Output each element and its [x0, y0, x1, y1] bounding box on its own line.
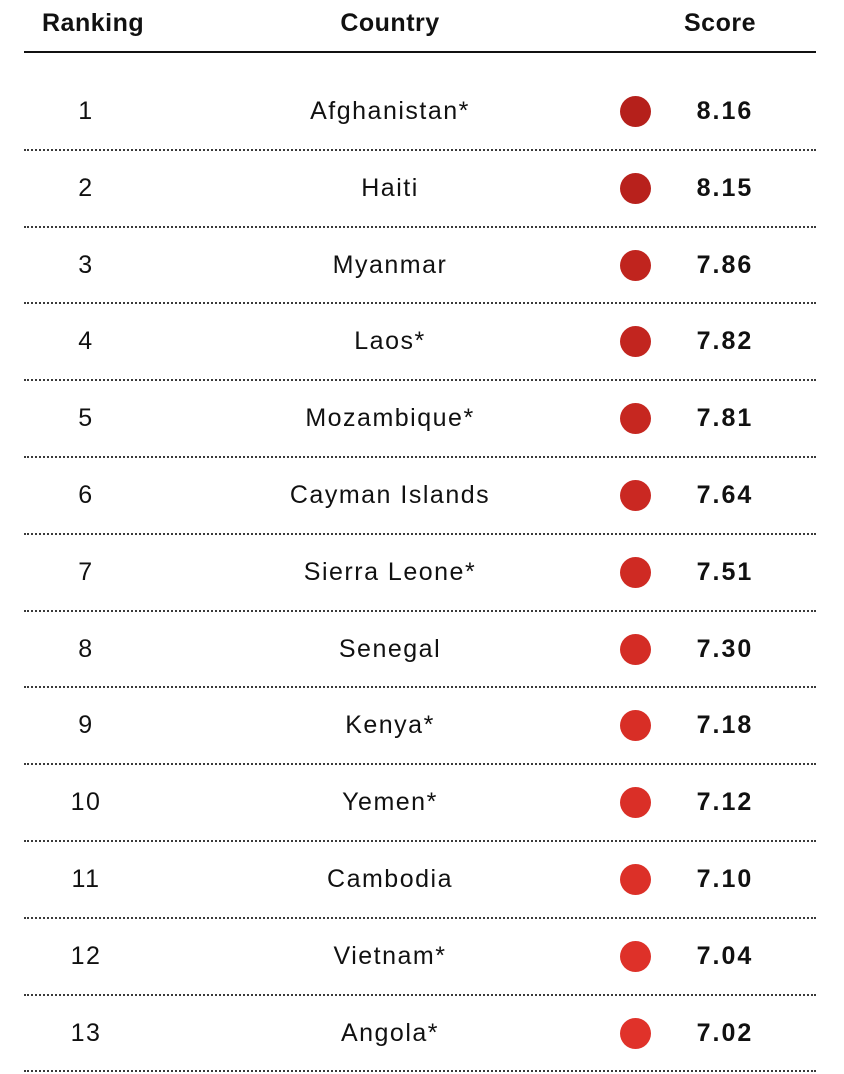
table-row: 8 Senegal 7.30: [0, 612, 844, 689]
country-cell: Vietnam*: [333, 941, 447, 970]
score-dot-icon: [620, 863, 651, 895]
table-row: 6 Cayman Islands 7.64: [0, 458, 844, 535]
table-row: 5 Mozambique* 7.81: [0, 381, 844, 458]
score-cell: 7.86: [696, 250, 754, 279]
ranking-cell: 11: [71, 864, 101, 893]
score-cell: 7.04: [696, 941, 754, 970]
ranking-cell: 3: [78, 250, 94, 279]
score-cell: 7.81: [696, 404, 754, 433]
country-cell: Haiti: [361, 173, 419, 202]
country-cell: Angola*: [340, 1018, 440, 1047]
score-column-header: Score: [684, 9, 756, 37]
score-dot-icon: [620, 403, 651, 435]
table-row: 10 Yemen* 7.12: [0, 765, 844, 842]
score-dot-icon: [620, 326, 651, 358]
ranking-column-header: Ranking: [42, 9, 145, 37]
table-row: 13 Angola* 7.02: [0, 996, 844, 1073]
score-cell: 7.30: [696, 634, 754, 663]
country-cell: Afghanistan*: [310, 97, 470, 125]
ranking-table-body: 1 Afghanistan* 8.16 2 Haiti 8.15 3 Myanmar 7.86 4…: [0, 74, 844, 1073]
score-cell: 7.12: [696, 788, 754, 817]
header-divider: [24, 51, 816, 53]
country-cell: Sierra Leone*: [303, 557, 477, 586]
country-cell: Myanmar: [332, 250, 448, 279]
ranking-cell: 6: [78, 480, 94, 509]
country-column-header: Country: [340, 9, 440, 37]
score-cell: 7.18: [696, 711, 754, 740]
country-cell: Laos*: [354, 327, 426, 356]
table-row: 3 Myanmar 7.86: [0, 228, 844, 305]
country-cell: Kenya*: [345, 711, 435, 740]
ranking-cell: 8: [78, 634, 94, 663]
ranking-cell: 7: [78, 557, 94, 586]
score-dot-icon: [620, 556, 651, 588]
score-cell: 7.51: [696, 557, 754, 586]
score-dot-icon: [620, 787, 651, 819]
score-dot-icon: [620, 633, 651, 665]
ranking-cell: 10: [70, 788, 102, 817]
country-cell: Cambodia: [327, 864, 453, 893]
score-dot-icon: [620, 1017, 651, 1049]
country-cell: Cayman Islands: [289, 480, 491, 509]
ranking-cell: 13: [70, 1018, 102, 1047]
score-dot-icon: [620, 96, 651, 127]
ranking-cell: 5: [78, 404, 94, 433]
score-cell: 8.16: [696, 97, 754, 125]
table-row: 1 Afghanistan* 8.16: [0, 74, 844, 151]
table-row: 12 Vietnam* 7.04: [0, 919, 844, 996]
score-cell: 7.02: [696, 1018, 754, 1047]
table-row: 4 Laos* 7.82: [0, 304, 844, 381]
ranking-cell: 1: [78, 97, 94, 125]
score-cell: 8.15: [696, 173, 754, 202]
country-cell: Senegal: [338, 634, 442, 663]
score-dot-icon: [620, 710, 651, 742]
table-row: 9 Kenya* 7.18: [0, 688, 844, 765]
score-cell: 7.82: [696, 327, 754, 356]
table-row: 11 Cambodia 7.10: [0, 842, 844, 919]
score-dot-icon: [620, 172, 651, 204]
score-dot-icon: [620, 249, 651, 281]
country-cell: Yemen*: [342, 788, 438, 817]
ranking-cell: 4: [78, 327, 94, 356]
country-cell: Mozambique*: [305, 404, 475, 433]
ranking-cell: 12: [70, 941, 102, 970]
ranking-cell: 2: [78, 173, 94, 202]
table-row: 2 Haiti 8.15: [0, 151, 844, 228]
table-row: 7 Sierra Leone* 7.51: [0, 535, 844, 612]
table-header: Ranking Country Score: [0, 0, 844, 54]
score-dot-icon: [620, 940, 651, 972]
score-cell: 7.64: [696, 480, 754, 509]
score-dot-icon: [620, 479, 651, 511]
ranking-cell: 9: [78, 711, 94, 740]
score-cell: 7.10: [696, 864, 754, 893]
